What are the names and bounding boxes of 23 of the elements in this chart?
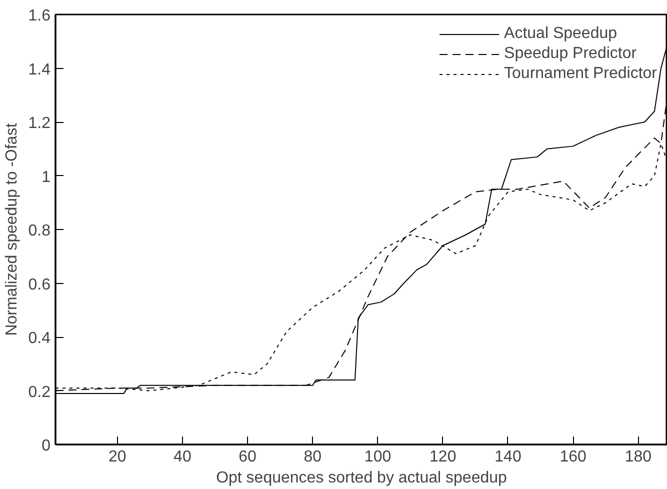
- x-tick-label: 60: [238, 448, 257, 466]
- x-tick-label: 80: [304, 448, 322, 466]
- legend-label: Speedup Predictor: [504, 45, 637, 63]
- x-axis-title: Opt sequences sorted by actual speedup: [216, 470, 508, 486]
- x-tick-label: 180: [624, 448, 652, 466]
- legend-label: Actual Speedup: [504, 25, 618, 43]
- y-axis-title: Normalized speedup to -Ofast: [3, 122, 20, 336]
- y-tick-label: 0: [42, 438, 51, 454]
- y-tick-label: 0.4: [28, 330, 51, 347]
- x-tick-label: 40: [174, 448, 192, 466]
- x-tick-label: 120: [430, 448, 456, 466]
- y-tick-label: 1: [42, 168, 51, 186]
- y-tick-label: 1.6: [28, 8, 51, 24]
- x-tick-label: 160: [560, 448, 587, 466]
- x-tick-label: 100: [364, 448, 392, 466]
- x-tick-label: 20: [108, 448, 126, 466]
- y-tick-label: 0.8: [28, 222, 51, 240]
- y-tick-label: 0.2: [28, 384, 51, 401]
- y-tick-label: 0.6: [28, 276, 51, 294]
- legend-label: Tournament Predictor: [504, 65, 657, 83]
- y-tick-label: 1.4: [28, 61, 51, 78]
- x-tick-label: 140: [494, 448, 522, 466]
- y-tick-label: 1.2: [28, 115, 51, 132]
